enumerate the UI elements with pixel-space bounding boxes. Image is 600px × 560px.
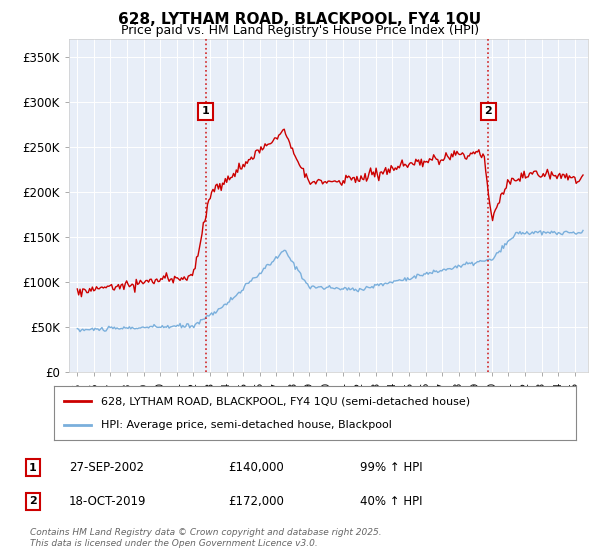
Text: Price paid vs. HM Land Registry's House Price Index (HPI): Price paid vs. HM Land Registry's House … [121,24,479,36]
Text: 628, LYTHAM ROAD, BLACKPOOL, FY4 1QU (semi-detached house): 628, LYTHAM ROAD, BLACKPOOL, FY4 1QU (se… [101,396,470,407]
Text: 1: 1 [29,463,37,473]
Text: 2: 2 [484,106,492,116]
Text: 628, LYTHAM ROAD, BLACKPOOL, FY4 1QU: 628, LYTHAM ROAD, BLACKPOOL, FY4 1QU [118,12,482,27]
Text: Contains HM Land Registry data © Crown copyright and database right 2025.
This d: Contains HM Land Registry data © Crown c… [30,528,382,548]
Text: 1: 1 [202,106,209,116]
Text: £140,000: £140,000 [228,461,284,474]
Text: 99% ↑ HPI: 99% ↑ HPI [360,461,422,474]
Text: HPI: Average price, semi-detached house, Blackpool: HPI: Average price, semi-detached house,… [101,419,392,430]
Text: 40% ↑ HPI: 40% ↑ HPI [360,494,422,508]
Text: 18-OCT-2019: 18-OCT-2019 [69,494,146,508]
Text: 2: 2 [29,496,37,506]
Text: 27-SEP-2002: 27-SEP-2002 [69,461,144,474]
Text: £172,000: £172,000 [228,494,284,508]
